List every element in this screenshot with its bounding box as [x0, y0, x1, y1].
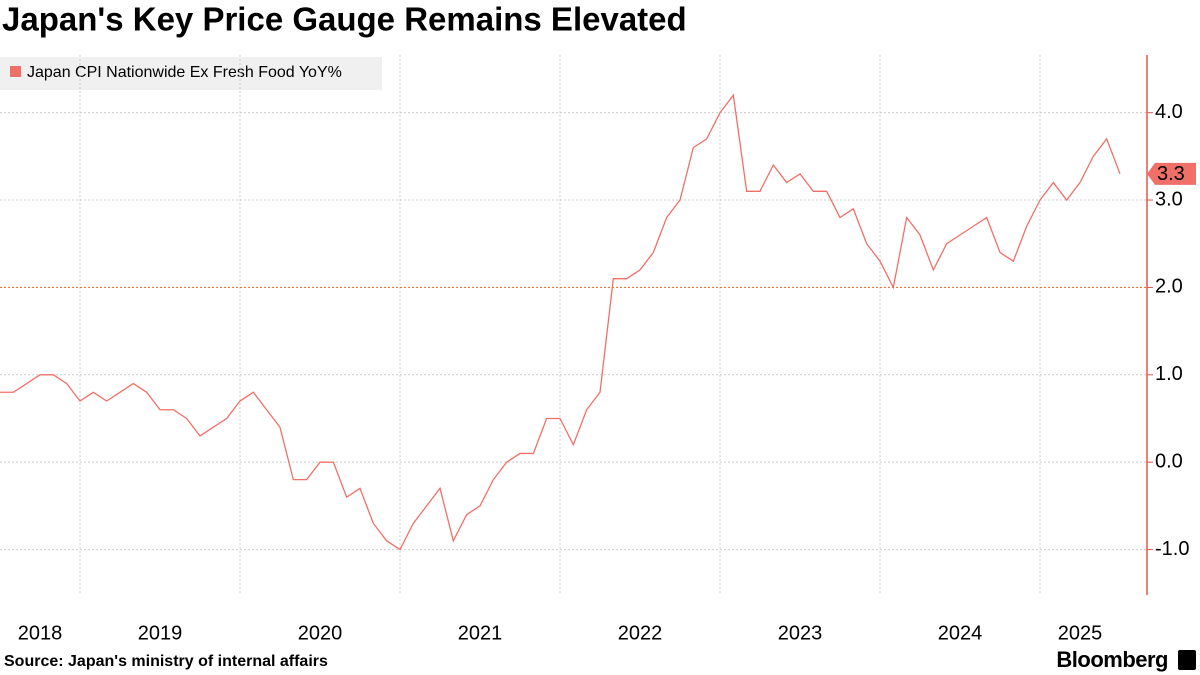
last-value-label: 3.3	[1157, 163, 1185, 185]
x-tick-label: 2022	[618, 622, 663, 644]
x-tick-label: 2023	[778, 622, 823, 644]
line-series	[0, 93, 1121, 551]
x-tick-label: 2021	[458, 622, 503, 644]
y-tick-label: -1.0	[1155, 538, 1189, 560]
source: Source: Japan's ministry of internal aff…	[4, 653, 328, 670]
legend: Japan CPI Nationwide Ex Fresh Food YoY%	[0, 57, 382, 90]
y-tick-label: 0.0	[1155, 450, 1183, 472]
y-tick-label: 4.0	[1155, 101, 1183, 123]
brand: Bloomberg	[1056, 647, 1168, 672]
legend-box	[0, 57, 382, 90]
x-tick-label: 2019	[138, 622, 183, 644]
brand-icon	[1178, 650, 1196, 670]
x-tick-label: 2018	[18, 622, 63, 644]
x-tick-label: 2020	[298, 622, 343, 644]
last-value-box	[1147, 162, 1196, 185]
x-tick-label: 2025	[1058, 622, 1103, 644]
y-tick-label: 3.0	[1155, 188, 1183, 210]
y-tick-label: 1.0	[1155, 363, 1183, 385]
legend-label: Japan CPI Nationwide Ex Fresh Food YoY%	[27, 64, 342, 81]
chart-title: Japan's Key Price Gauge Remains Elevated	[2, 1, 687, 38]
y-tick-label: 2.0	[1155, 276, 1183, 298]
x-tick-label: 2024	[938, 622, 983, 644]
last-value-badge: 3.3	[1147, 162, 1196, 185]
legend-swatch	[10, 66, 21, 77]
